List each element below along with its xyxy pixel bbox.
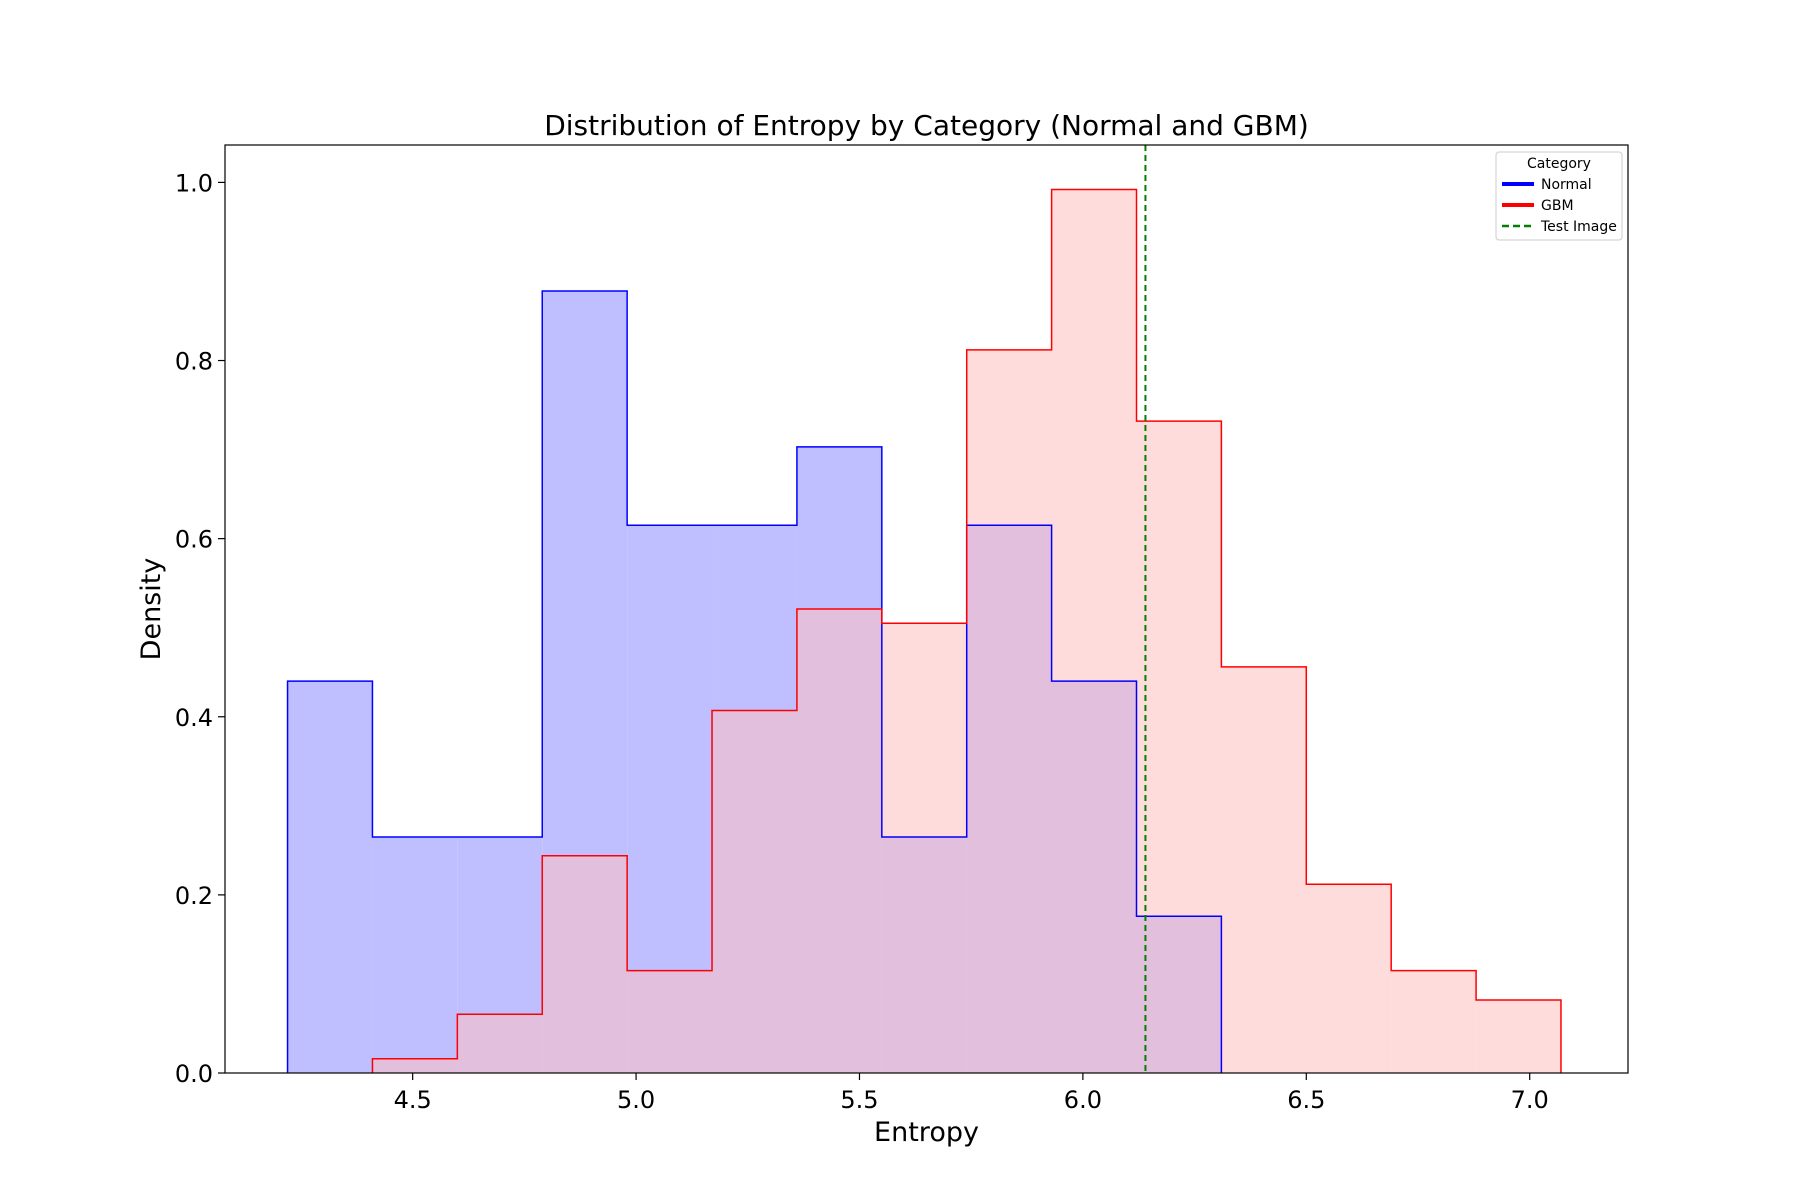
axes-frame (224, 144, 1629, 1074)
chart-title: Distribution of Entropy by Category (Nor… (544, 109, 1309, 142)
y-tick-label: 0.4 (175, 704, 213, 732)
bar (372, 836, 458, 1073)
y-tick-label: 0.8 (175, 348, 213, 376)
x-tick-label: 6.0 (1064, 1086, 1102, 1114)
series-gbm (372, 189, 1561, 1073)
bar (1136, 421, 1222, 1073)
y-axis-label: Density (136, 558, 167, 661)
legend-label: Test Image (1540, 219, 1617, 235)
plot-area (286, 145, 1562, 1073)
y-tick-label: 0.2 (175, 882, 213, 910)
bar (1221, 666, 1307, 1073)
x-tick-label: 5.5 (840, 1086, 878, 1114)
legend-label: Normal (1541, 177, 1592, 193)
bar (542, 855, 628, 1073)
y-tick-label: 0.0 (175, 1060, 213, 1088)
x-tick-label: 6.5 (1287, 1086, 1325, 1114)
y-axis-ticks: 0.0 0.2 0.4 0.6 0.8 1.0 (175, 169, 225, 1088)
bar (796, 609, 882, 1073)
bar (712, 710, 797, 1073)
y-tick-label: 0.6 (175, 526, 213, 554)
y-tick-label: 1.0 (175, 169, 213, 197)
bar (457, 1014, 543, 1073)
legend-box (1495, 151, 1623, 241)
step-outline-normal (286, 290, 1223, 1073)
legend-entries: Normal GBM Test Image (1502, 177, 1617, 235)
bar (966, 349, 1052, 1073)
x-axis-ticks: 4.5 5.0 5.5 6.0 6.5 7.0 (394, 1073, 1549, 1114)
bar (1391, 970, 1477, 1073)
bar (627, 970, 713, 1073)
bar (372, 1058, 458, 1073)
bar (1306, 884, 1392, 1073)
x-tick-label: 5.0 (617, 1086, 655, 1114)
x-axis-label: Entropy (874, 1117, 979, 1148)
step-outline-gbm (371, 188, 1562, 1073)
bar (881, 623, 967, 1073)
legend-label: GBM (1541, 198, 1574, 214)
bar (287, 681, 373, 1073)
x-tick-label: 4.5 (394, 1086, 432, 1114)
legend-title: Category (1527, 156, 1591, 172)
legend: Category Normal GBM Test Image (1495, 151, 1623, 241)
bar (1051, 189, 1137, 1073)
x-tick-label: 7.0 (1511, 1086, 1549, 1114)
bar (1476, 999, 1561, 1073)
